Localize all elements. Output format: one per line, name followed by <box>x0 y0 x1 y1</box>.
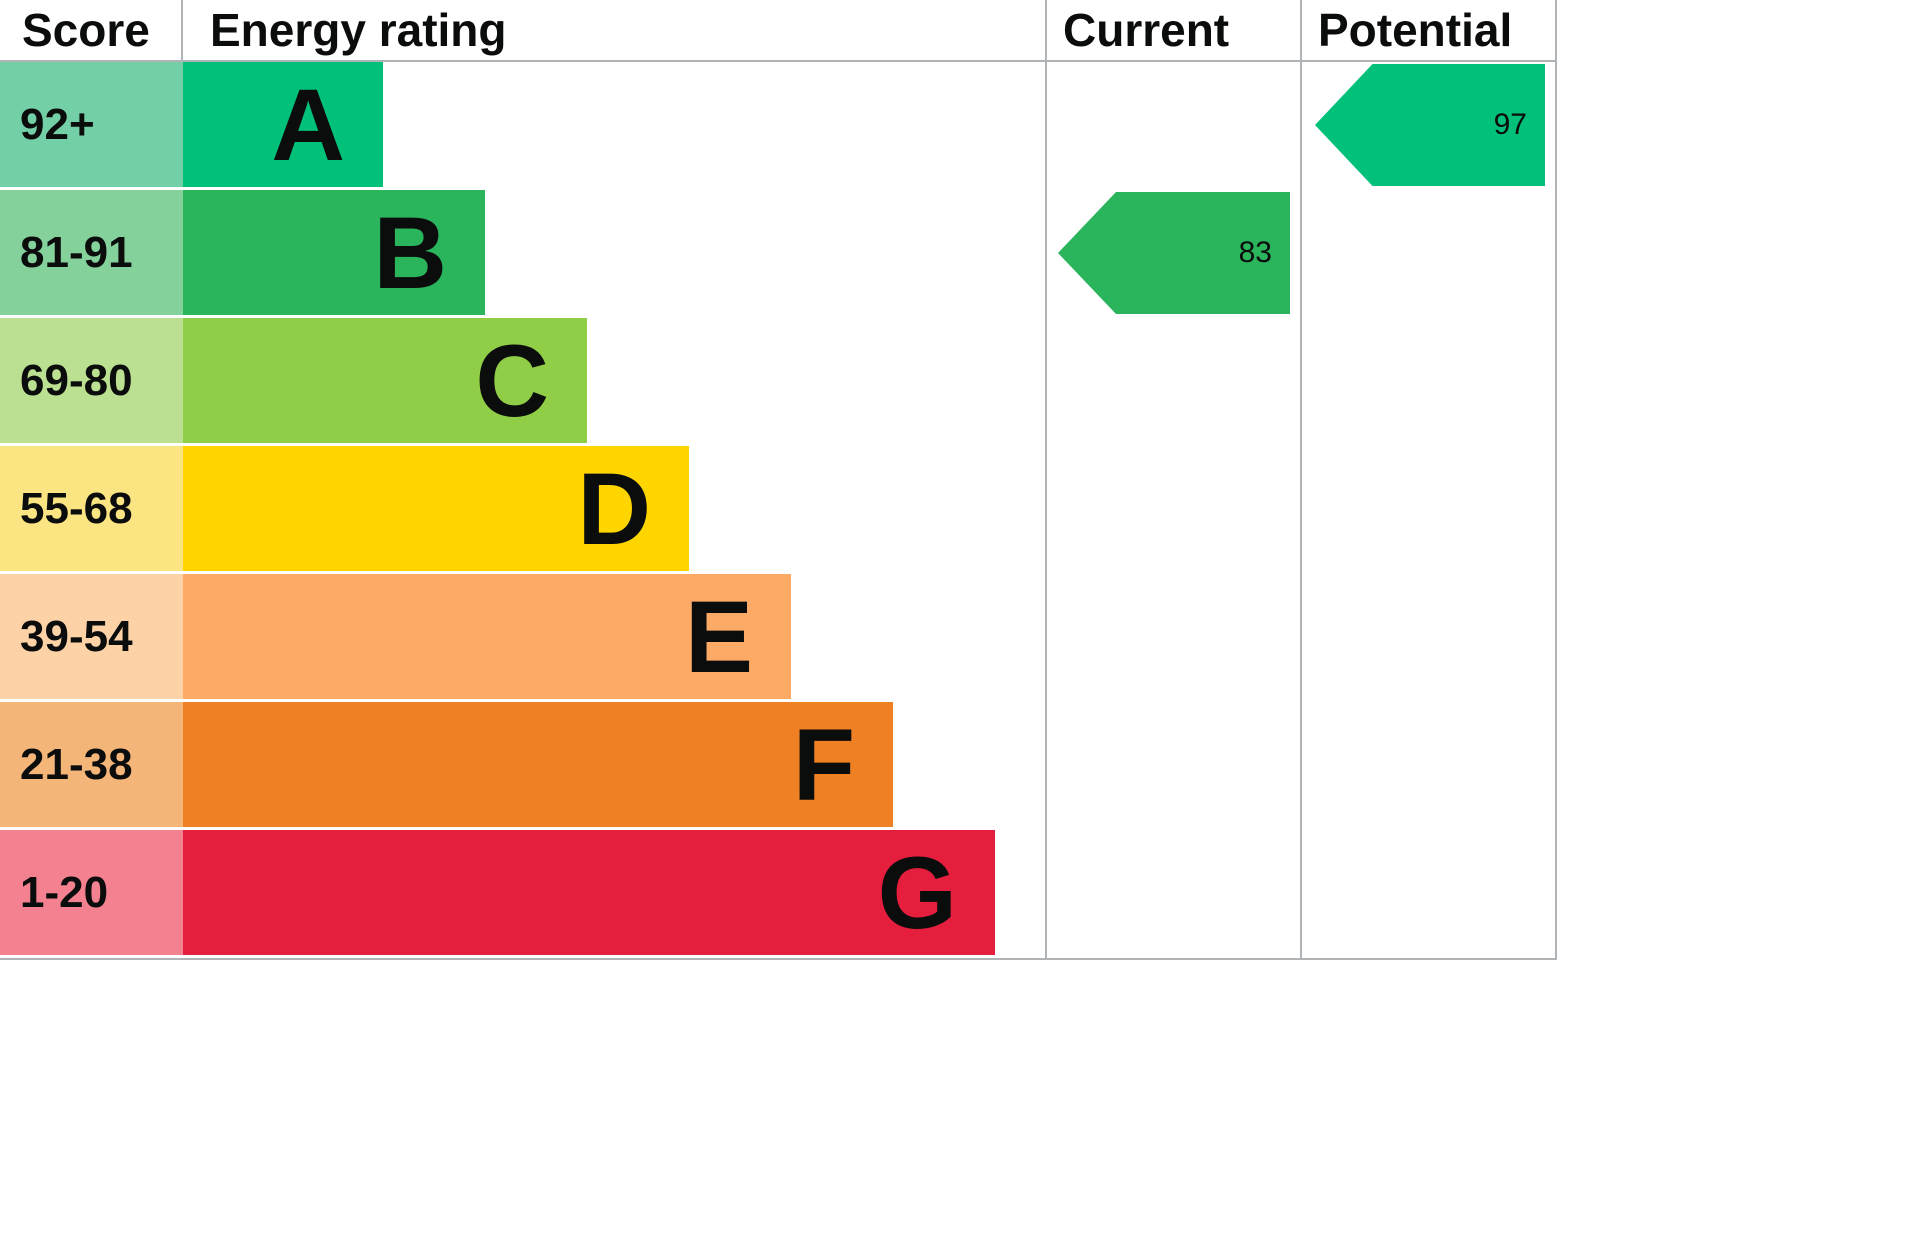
chart-header: Score Energy rating Current Potential <box>0 0 1557 62</box>
potential-rating-arrow: 97 <box>1315 64 1545 186</box>
band-score-cell: 69-80 <box>0 318 183 443</box>
band-letter: B <box>373 195 447 310</box>
band-row: 1-20 G <box>0 830 1557 958</box>
current-rating-value: 83 <box>1238 236 1272 269</box>
band-row: 39-54 E <box>0 574 1557 702</box>
divider-score-rating <box>181 0 183 62</box>
band-score-cell: 55-68 <box>0 446 183 571</box>
band-row: 69-80 C <box>0 318 1557 446</box>
epc-rating-chart: Score Energy rating Current Potential 92… <box>0 0 1557 960</box>
band-bar: A <box>183 62 383 187</box>
band-row: 55-68 D <box>0 446 1557 574</box>
header-score: Score <box>22 4 150 56</box>
divider-potential-column <box>1300 0 1302 958</box>
band-score-cell: 39-54 <box>0 574 183 699</box>
band-letter: C <box>475 323 549 438</box>
divider-current-column <box>1045 0 1047 958</box>
potential-rating-value: 97 <box>1493 108 1527 141</box>
band-row: 92+ A <box>0 62 1557 190</box>
band-bar: E <box>183 574 791 699</box>
band-bar: C <box>183 318 587 443</box>
header-potential: Potential <box>1318 4 1513 56</box>
band-bar: F <box>183 702 893 827</box>
header-current: Current <box>1063 4 1230 56</box>
band-letter: G <box>877 835 957 950</box>
band-bar: D <box>183 446 689 571</box>
band-bar: B <box>183 190 485 315</box>
band-score-cell: 1-20 <box>0 830 183 955</box>
band-score-cell: 92+ <box>0 62 183 187</box>
band-score-cell: 81-91 <box>0 190 183 315</box>
band-bar: G <box>183 830 995 955</box>
band-score-cell: 21-38 <box>0 702 183 827</box>
band-letter: D <box>577 451 651 566</box>
header-energy-rating: Energy rating <box>210 4 507 56</box>
divider-right-edge <box>1555 0 1557 958</box>
bands: 92+ A 81-91 B 69-80 C 55-68 D 39-54 E 21-38 F 1-20 G <box>0 62 1557 958</box>
band-letter: E <box>684 579 753 694</box>
band-row: 21-38 F <box>0 702 1557 830</box>
band-letter: F <box>792 707 855 822</box>
band-row: 81-91 B <box>0 190 1557 318</box>
band-letter: A <box>271 67 345 182</box>
